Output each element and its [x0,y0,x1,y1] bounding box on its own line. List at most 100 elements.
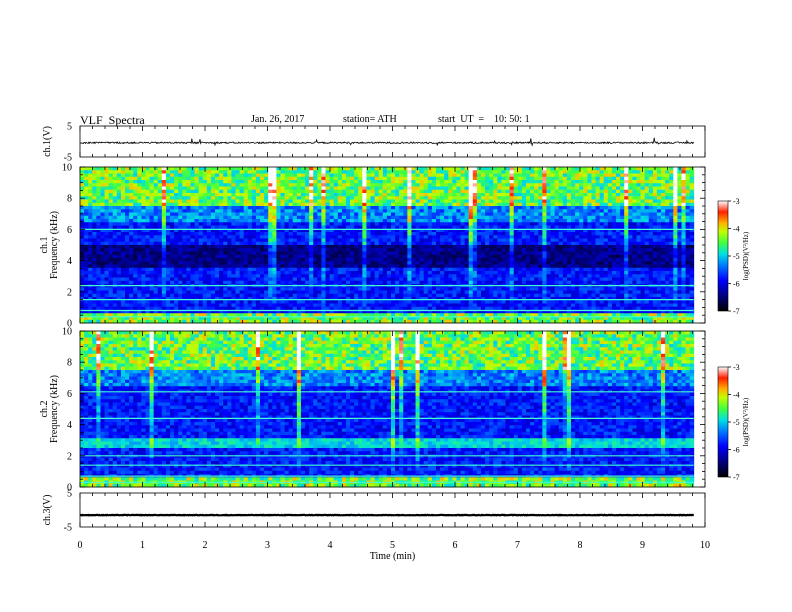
spectrogram-cell [476,212,482,217]
spectrogram-cell [194,167,200,171]
spectrogram-cell [341,261,347,265]
spectrogram-cell [448,271,453,275]
spectrogram-cell [628,196,633,200]
spectrogram-cell [460,248,466,252]
spectrogram-cell [558,173,564,178]
spectrogram-cell [505,254,511,259]
spectrogram-cell [321,258,326,262]
spectrogram-cell [689,189,695,194]
spectrogram-cell [452,173,457,178]
spectrogram-cell [489,248,494,252]
spectrogram-cell [260,232,265,236]
spectrogram-cell [636,264,641,269]
spectrogram-cell [595,199,601,204]
spectrogram-cell [112,215,118,220]
spectrogram-cell [92,206,97,210]
spectrogram-cell [125,248,130,252]
spectrogram-cell [374,180,380,184]
spectrogram-cell [92,261,97,265]
spectrogram-cell [616,183,621,187]
spectrogram-cell [358,254,363,259]
spectrogram-cell [186,186,191,191]
spectrogram-cell [284,199,290,204]
spectrogram-cell [595,173,601,178]
spectrogram-cell [292,232,298,236]
spectrogram-cell [116,189,122,194]
spectrogram-cell [337,241,343,246]
spectrogram-cell [149,228,155,233]
spectrogram-cell [456,206,461,210]
spectrogram-cell [116,180,122,184]
spectrogram-cell [215,248,220,252]
spectrogram-cell [677,264,682,269]
spectrogram-cell [325,196,330,200]
spectrogram-cell [558,225,564,230]
spectrogram-cell [141,173,146,178]
spectrogram-cell [444,167,449,171]
spectrogram-cell [280,238,285,243]
spectrogram-cell [206,238,212,243]
spectrogram-cell [165,251,171,256]
spectrogram-cell [505,258,511,262]
spectrogram-cell [489,267,494,272]
spectrogram-cell [84,212,89,217]
spectrogram-cell [198,232,204,236]
spectrogram-cell [170,209,175,213]
spectrogram-cell [652,267,658,272]
spectrogram-cell [440,180,445,184]
spectrogram-cell [288,176,294,181]
spectrogram-cell [415,222,421,226]
spectrogram-cell [521,271,527,275]
spectrogram-cell [386,170,392,174]
spectrogram-cell [243,264,249,269]
spectrogram-cell [174,186,179,191]
spectrogram-cell [452,222,457,226]
spectrogram-cell [88,248,93,252]
spectrogram-cell [141,189,146,194]
spectrogram-cell [644,222,650,226]
spectrogram-cell [100,189,105,194]
spectrogram-cell [341,206,347,210]
spectrogram-cell [403,222,408,226]
spectrogram-cell [546,186,551,191]
spectrogram-cell [513,251,519,256]
spectrogram-cell [656,212,662,217]
spectrogram-cell [219,222,224,226]
spectrogram-cell [243,215,249,220]
spectrogram-cell [616,209,621,213]
spectrogram-cell [620,228,625,233]
spectrogram-cell [219,193,224,197]
spectrogram-cell [153,167,159,171]
spectrogram-cell [501,235,506,239]
spectrogram-cell [517,186,523,191]
spectrogram-cell [129,219,134,223]
spectrogram-cell [464,209,470,213]
spectrogram-cell [435,186,441,191]
spectrogram-cell [206,264,212,269]
spectrogram-cell [558,267,564,272]
spectrogram-cell [497,189,502,194]
spectrogram-cell [186,235,191,239]
spectrogram-cell [652,248,658,252]
spectrogram-cell [440,238,445,243]
spectrogram-cell [591,212,596,217]
spectrogram-cell [186,241,191,246]
spectrogram-cell [603,264,609,269]
spectrogram-cell [685,215,691,220]
spectrogram-cell [206,167,212,171]
spectrogram-cell [644,212,650,217]
spectrogram-cell [260,173,265,178]
spectrogram-cell [628,212,633,217]
spectrogram-cell [120,186,126,191]
spectrogram-cell [354,232,359,236]
spectrogram-cell [296,215,302,220]
spectrogram-cell [599,215,605,220]
spectrogram-cell [190,209,195,213]
spectrogram-cell [669,245,674,249]
spectrogram-cell [300,254,306,259]
spectrogram-cell [501,241,506,246]
spectrogram-cell [325,238,330,243]
spectrogram-cell [345,251,351,256]
spectrogram-cell [599,209,605,213]
spectrogram-cell [366,199,371,204]
